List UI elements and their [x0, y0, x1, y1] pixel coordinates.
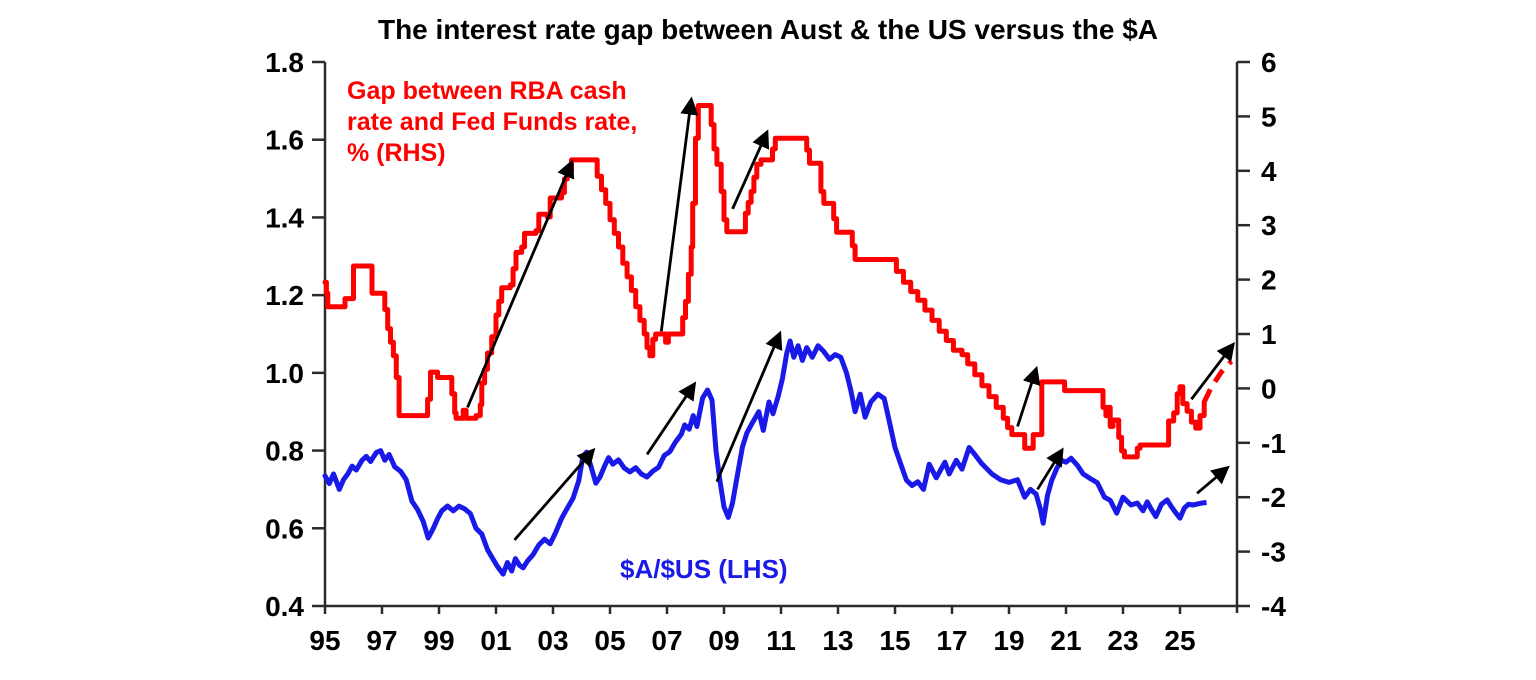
annotation-arrow — [513, 447, 596, 541]
annotation-arrow — [1196, 465, 1230, 495]
y-left-tick-label: 0.4 — [265, 591, 304, 622]
blue-series-label: $A/$US (LHS) — [620, 554, 788, 584]
blue-series-line — [322, 338, 1196, 577]
x-tick-label: 07 — [651, 625, 682, 656]
chart-title: The interest rate gap between Aust & the… — [377, 14, 1159, 45]
x-tick-label: 19 — [993, 625, 1024, 656]
red-series-legend-line-2: rate and Fed Funds rate, — [347, 108, 638, 136]
y-right-tick-label: -4 — [1261, 591, 1286, 622]
y-left-tick-label: 1.4 — [265, 202, 304, 233]
x-tick-label: 25 — [1164, 625, 1195, 656]
y-left-tick-label: 0.6 — [265, 513, 304, 544]
x-tick-label: 21 — [1050, 625, 1081, 656]
annotation-arrow — [466, 159, 575, 408]
x-tick-label: 05 — [594, 625, 625, 656]
y-right-tick-label: 0 — [1261, 373, 1277, 404]
y-right-tick-label: 6 — [1261, 47, 1277, 78]
x-tick-label: 23 — [1107, 625, 1138, 656]
annotation-arrow — [1016, 365, 1041, 427]
x-tick-label: 09 — [708, 625, 739, 656]
red-series-forecast-dashed-line — [1201, 359, 1234, 404]
annotation-arrow — [645, 381, 697, 456]
x-tick-label: 15 — [879, 625, 910, 656]
blue-series-forecast-dashed-line — [1192, 499, 1208, 508]
y-right-tick-label: 3 — [1261, 210, 1277, 241]
x-tick-label: 01 — [480, 625, 511, 656]
y-left-tick-label: 1.8 — [265, 47, 304, 78]
y-left-tick-label: 1.2 — [265, 280, 304, 311]
red-series-legend: Gap between RBA cash rate and Fed Funds … — [347, 76, 637, 169]
y-left-tick-label: 1.6 — [265, 125, 304, 156]
y-right-tick-label: -3 — [1261, 537, 1286, 568]
x-tick-label: 99 — [423, 625, 454, 656]
x-tick-label: 97 — [366, 625, 397, 656]
y-left-tick-label: 1.0 — [265, 358, 304, 389]
red-series-legend-line-3: % (RHS) — [347, 139, 446, 167]
x-tick-label: 17 — [936, 625, 967, 656]
y-right-tick-label: -1 — [1261, 428, 1286, 459]
x-tick-label: 03 — [537, 625, 568, 656]
y-right-tick-label: -2 — [1261, 482, 1286, 513]
y-right-tick-label: 5 — [1261, 101, 1277, 132]
y-right-tick-label: 1 — [1261, 319, 1277, 350]
y-right-tick-label: 4 — [1261, 156, 1277, 187]
y-right-tick-label: 2 — [1261, 265, 1277, 296]
y-left-tick-label: 0.8 — [265, 436, 304, 467]
annotation-arrow — [715, 330, 783, 483]
annotation-arrow — [1190, 341, 1235, 401]
red-series-line — [322, 103, 1207, 460]
annotation-arrow — [731, 129, 770, 210]
x-tick-label: 11 — [766, 625, 796, 656]
red-series-legend-line-1: Gap between RBA cash — [347, 77, 627, 105]
x-tick-label: 95 — [309, 625, 340, 656]
annotation-arrow — [659, 96, 699, 332]
x-tick-label: 13 — [822, 625, 853, 656]
annotation-arrow — [1036, 447, 1064, 491]
